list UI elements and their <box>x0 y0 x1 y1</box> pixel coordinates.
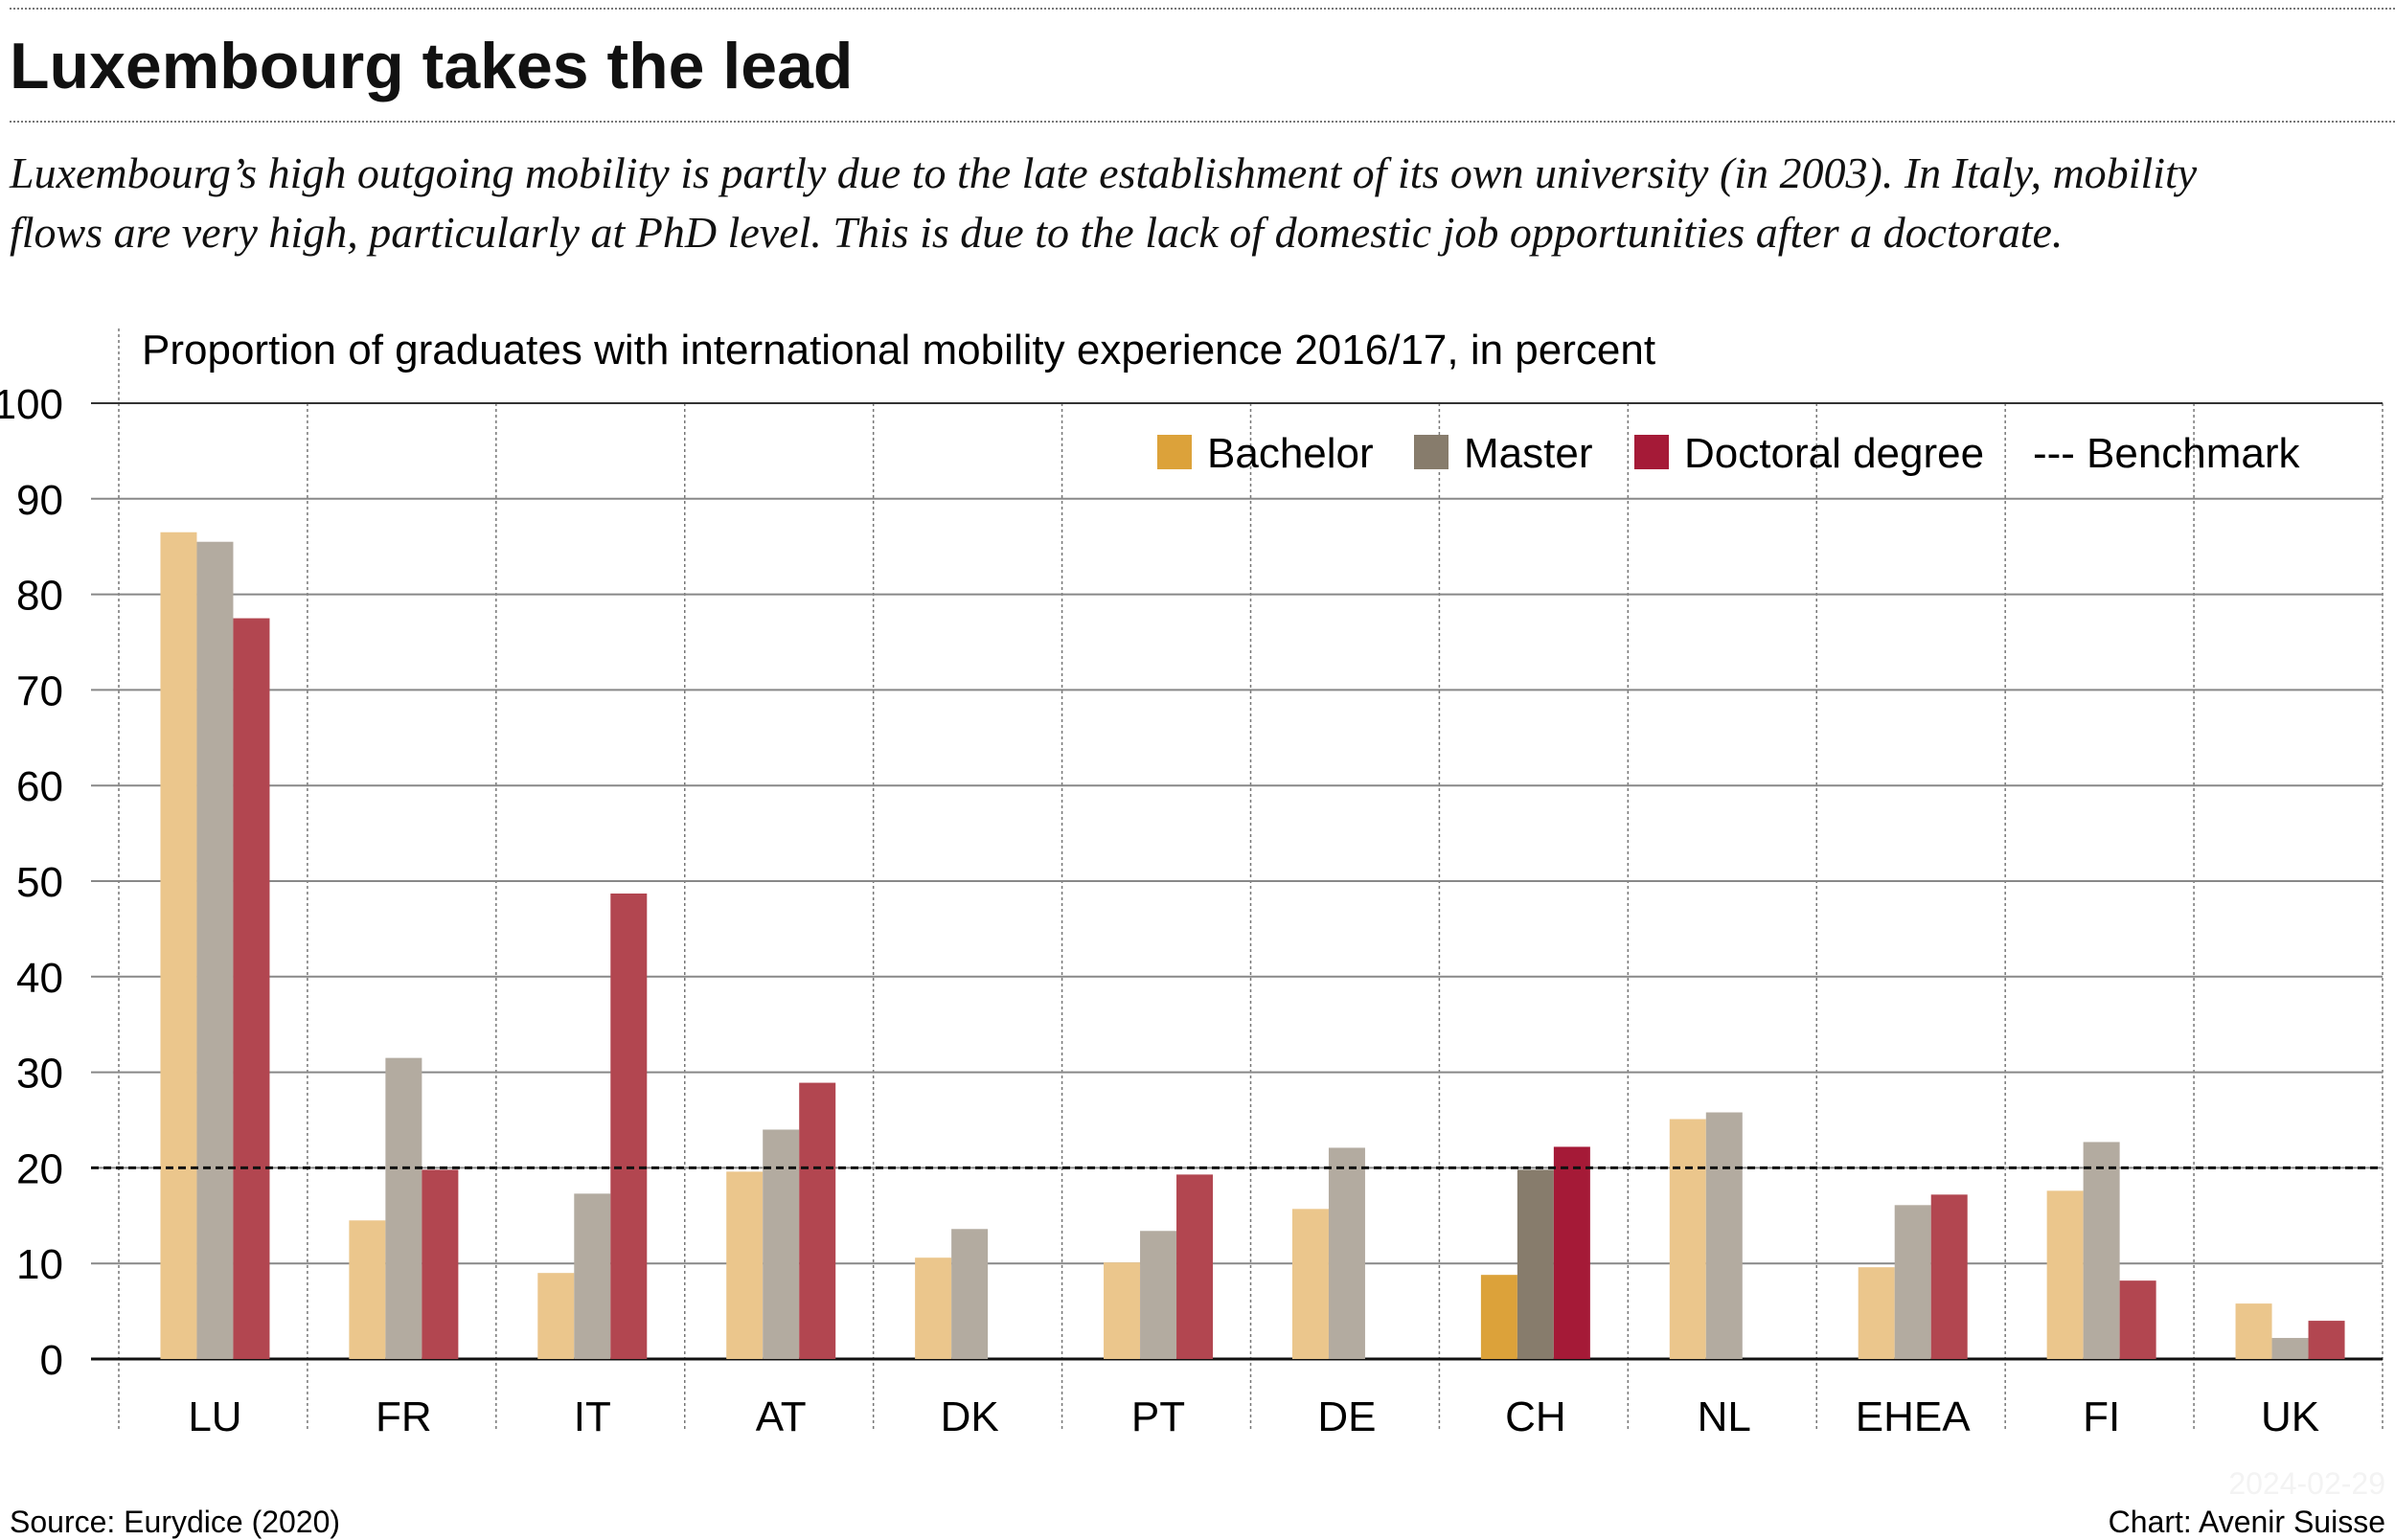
legend-swatch <box>1157 435 1192 469</box>
x-tick-label: UK <box>2261 1393 2319 1440</box>
bar-ehea-bachelor <box>1858 1267 1895 1359</box>
x-tick-label: DE <box>1317 1393 1376 1440</box>
x-tick-label: PT <box>1131 1393 1185 1440</box>
bar-it-master <box>574 1193 611 1359</box>
y-tick-label: 20 <box>16 1145 63 1192</box>
bar-at-master <box>763 1129 800 1359</box>
subtitle: Luxembourg’s high outgoing mobility is p… <box>10 144 2376 262</box>
bar-ch-doctoral-degree <box>1553 1146 1590 1359</box>
y-tick-label: 80 <box>16 573 63 620</box>
y-tick-label: 50 <box>16 859 63 906</box>
source-note: Source: Eurydice (2020) <box>10 1505 340 1539</box>
bar-pt-bachelor <box>1104 1262 1141 1359</box>
legend-swatch <box>1414 435 1448 469</box>
bar-at-bachelor <box>726 1171 764 1359</box>
chart-credit: Chart: Avenir Suisse <box>2109 1505 2385 1539</box>
x-tick-label: EHEA <box>1856 1393 1971 1440</box>
y-tick-label: 100 <box>0 381 63 428</box>
x-tick-label: IT <box>574 1393 611 1440</box>
page-title: Luxembourg takes the lead <box>10 30 854 102</box>
bar-uk-bachelor <box>2235 1303 2272 1359</box>
bar-fi-bachelor <box>2046 1190 2084 1359</box>
bar-pt-doctoral-degree <box>1176 1174 1214 1359</box>
y-tick-label: 70 <box>16 668 63 714</box>
bar-fr-bachelor <box>349 1220 386 1359</box>
y-tick-label: 90 <box>16 477 63 524</box>
title-rule <box>10 121 2395 123</box>
bar-uk-doctoral-degree <box>2308 1321 2345 1359</box>
subtitle-line: Luxembourg’s high outgoing mobility is p… <box>10 148 2198 197</box>
bar-dk-bachelor <box>915 1257 952 1359</box>
legend-label: Benchmark <box>2087 430 2301 477</box>
x-tick-label: LU <box>188 1393 241 1440</box>
y-tick-label: 30 <box>16 1051 63 1098</box>
bar-it-bachelor <box>537 1273 575 1359</box>
x-tick-label: NL <box>1698 1393 1751 1440</box>
y-tick-label: 0 <box>40 1337 63 1384</box>
bar-ch-bachelor <box>1480 1275 1517 1359</box>
bar-dk-master <box>951 1229 989 1359</box>
bar-lu-bachelor <box>160 532 197 1359</box>
bar-ehea-master <box>1894 1205 1931 1359</box>
bar-nl-master <box>1705 1112 1743 1359</box>
bar-ehea-doctoral-degree <box>1930 1194 1968 1359</box>
legend-label: Master <box>1464 430 1592 477</box>
legend-label: Bachelor <box>1207 430 1374 477</box>
top-rule <box>10 8 2395 10</box>
bar-pt-master <box>1140 1231 1177 1359</box>
bar-nl-bachelor <box>1669 1119 1706 1359</box>
bar-fr-doctoral-degree <box>422 1169 459 1359</box>
y-tick-label: 60 <box>16 763 63 810</box>
bar-lu-master <box>196 541 234 1359</box>
y-tick-label: 40 <box>16 955 63 1002</box>
x-tick-label: DK <box>941 1393 999 1440</box>
bar-de-bachelor <box>1291 1209 1329 1359</box>
x-tick-label: CH <box>1505 1393 1566 1440</box>
legend-label: Doctoral degree <box>1684 430 1984 477</box>
bar-lu-doctoral-degree <box>233 618 270 1359</box>
bar-fi-master <box>2083 1142 2120 1359</box>
y-tick-label: 10 <box>16 1241 63 1288</box>
x-tick-label: AT <box>756 1393 807 1440</box>
x-tick-label: FR <box>376 1393 432 1440</box>
x-tick-label: FI <box>2083 1393 2120 1440</box>
bar-fi-doctoral-degree <box>2119 1280 2156 1359</box>
bar-at-doctoral-degree <box>799 1082 836 1359</box>
watermark: 2024-02-29 <box>2228 1466 2385 1501</box>
bar-fr-master <box>385 1057 422 1359</box>
bar-uk-master <box>2271 1338 2309 1359</box>
legend-swatch <box>1634 435 1669 469</box>
bar-ch-master <box>1517 1169 1554 1359</box>
bar-de-master <box>1328 1147 1365 1359</box>
legend-benchmark-symbol: --- <box>2033 430 2075 477</box>
chart-title: Proportion of graduates with internation… <box>142 327 1655 374</box>
bar-it-doctoral-degree <box>610 893 648 1359</box>
subtitle-line: flows are very high, particularly at PhD… <box>10 208 2064 257</box>
